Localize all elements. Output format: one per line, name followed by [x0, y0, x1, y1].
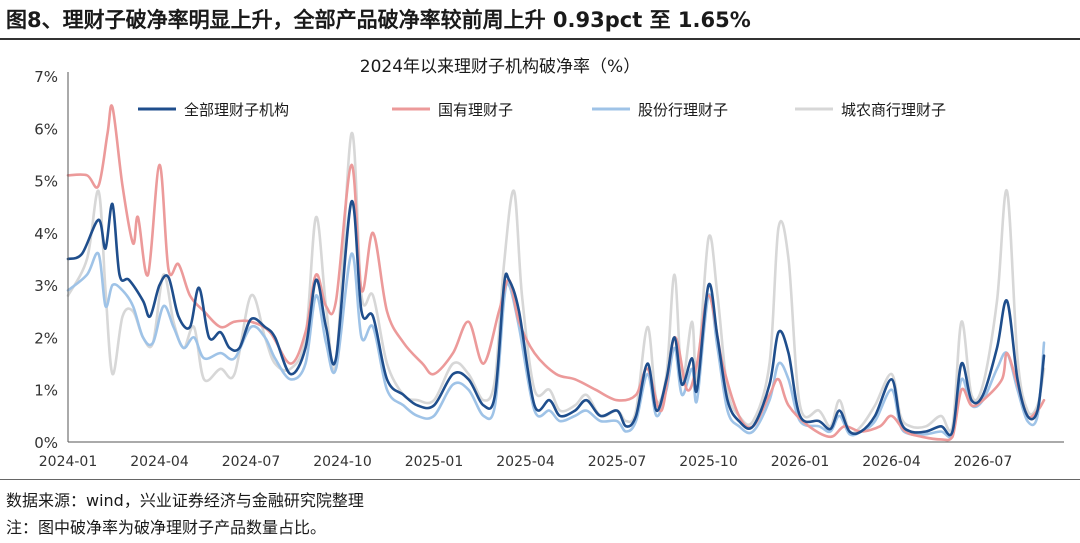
x-tick-label: 2024-04 — [130, 454, 189, 470]
x-tick-label: 2026-04 — [862, 454, 921, 470]
x-tick-label: 2024-01 — [39, 454, 98, 470]
axes-layer: 0% 1% 2% 3% 4% 5% 6% 7% 2024-01 2024-04 2024-07 202… — [34, 68, 1064, 470]
x-tick-label: 2026-01 — [771, 454, 830, 470]
x-tick-label: 2025-01 — [405, 454, 464, 470]
y-tick-label: 7% — [34, 68, 58, 86]
source-note: 数据来源：wind，兴业证券经济与金融研究院整理 — [6, 491, 364, 510]
legend-label: 股份行理财子 — [638, 101, 728, 119]
legend-label: 全部理财子机构 — [184, 101, 289, 119]
series-line-2 — [66, 251, 1046, 439]
series-line-0 — [66, 200, 1046, 437]
series-line-1 — [66, 104, 1046, 442]
y-tick-label: 4% — [34, 225, 58, 243]
x-tick-label: 2024-10 — [313, 454, 372, 470]
top-rule — [0, 38, 1080, 40]
x-tick-label: 2025-07 — [588, 454, 647, 470]
y-tick-label: 0% — [34, 434, 58, 452]
line-chart: 2024年以来理财子机构破净率（%） 全部理财子机构 国有理财子 股份行理财子 城农商… — [34, 57, 1064, 470]
y-tick-label: 1% — [34, 382, 58, 400]
series-line-3 — [66, 132, 1046, 435]
legend: 全部理财子机构 国有理财子 股份行理财子 城农商行理财子 — [138, 101, 946, 119]
y-tick-label: 5% — [34, 173, 58, 191]
footnote: 注：图中破净率为破净理财子产品数量占比。 — [6, 518, 327, 537]
bottom-rule — [0, 479, 1080, 480]
x-tick-label: 2026-07 — [954, 454, 1013, 470]
figure-title: 图8、理财子破净率明显上升，全部产品破净率较前周上升 0.93pct 至 1.6… — [6, 8, 751, 32]
legend-label: 国有理财子 — [438, 101, 513, 119]
x-tick-label: 2025-04 — [496, 454, 555, 470]
y-tick-label: 3% — [34, 277, 58, 295]
legend-label: 城农商行理财子 — [841, 101, 946, 119]
chart-title: 2024年以来理财子机构破净率（%） — [360, 57, 640, 77]
x-tick-label: 2025-10 — [679, 454, 738, 470]
series-layer — [66, 104, 1046, 442]
y-tick-label: 2% — [34, 329, 58, 347]
x-tick-label: 2024-07 — [222, 454, 281, 470]
y-tick-label: 6% — [34, 120, 58, 138]
